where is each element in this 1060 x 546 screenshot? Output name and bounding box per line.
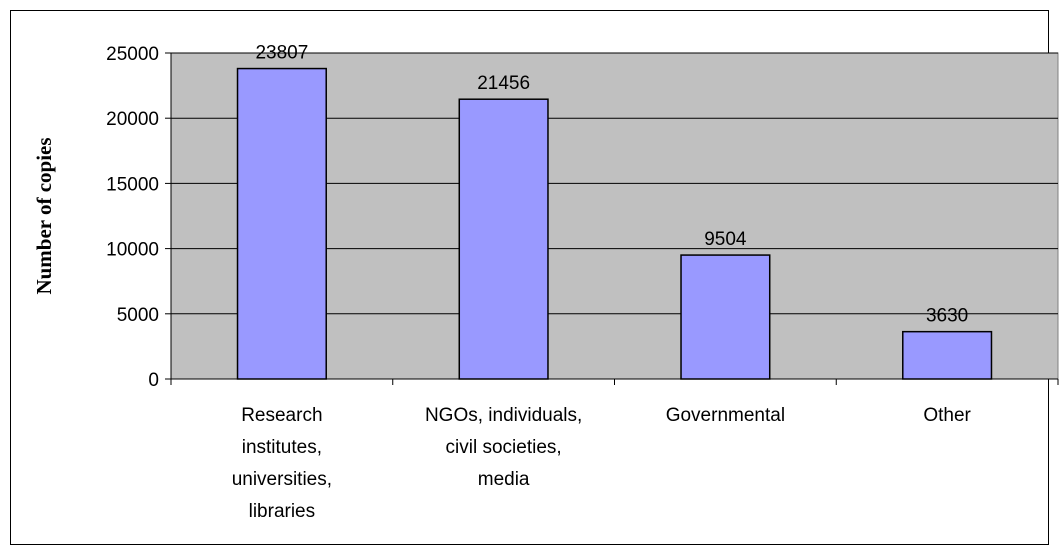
y-tick-label: 20000 — [106, 109, 159, 130]
category-label-line: NGOs, individuals, — [425, 405, 582, 426]
data-label: 23807 — [255, 43, 308, 64]
category-label: Other — [923, 405, 971, 426]
category-label-line: libraries — [249, 501, 316, 522]
category-labels: Research institutes, universities, librarie… — [232, 405, 972, 522]
data-label: 21456 — [477, 73, 530, 94]
y-tick-label: 5000 — [117, 305, 159, 326]
bars — [236, 67, 993, 380]
data-label: 9504 — [704, 229, 747, 250]
category-label: Governmental — [666, 405, 785, 426]
bar — [236, 67, 327, 380]
x-axis — [170, 378, 1059, 385]
category-label-line: Governmental — [666, 405, 785, 426]
category-label-line: Other — [923, 405, 971, 426]
category-label-line: institutes, — [242, 437, 322, 458]
bar — [458, 98, 549, 380]
data-labels: 23807 21456 9504 3630 — [255, 43, 968, 327]
y-tick-label: 15000 — [106, 174, 159, 195]
category-label-line: media — [478, 469, 530, 490]
category-label: Research institutes, universities, librarie… — [232, 405, 332, 522]
category-label: NGOs, individuals, civil societies, media — [425, 405, 582, 490]
y-tick-label: 0 — [148, 370, 159, 391]
category-label-line: universities, — [232, 469, 332, 490]
bar — [680, 254, 771, 380]
category-label-line: Research — [241, 405, 322, 426]
y-axis-title: Number of copies — [32, 137, 56, 294]
data-label: 3630 — [926, 306, 968, 327]
bar — [902, 330, 993, 380]
y-tick-label: 10000 — [106, 240, 159, 261]
y-tick-label: 25000 — [106, 44, 159, 65]
category-label-line: civil societies, — [446, 437, 562, 458]
y-axis: 0 5000 10000 15000 20000 25000 — [106, 44, 172, 391]
